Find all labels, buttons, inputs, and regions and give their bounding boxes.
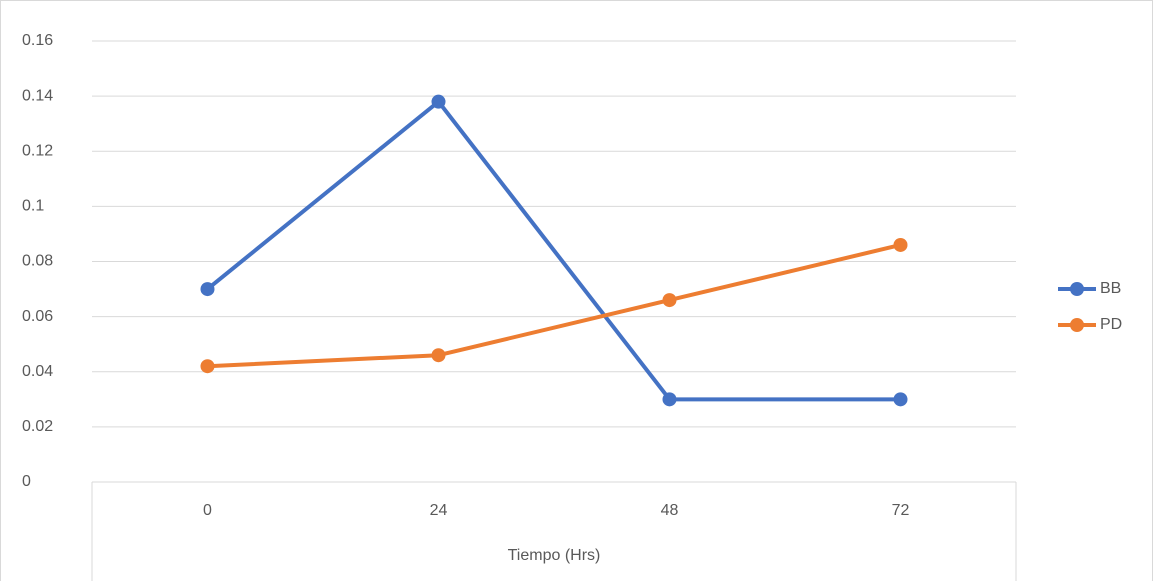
point [200, 282, 215, 297]
y-tick-label: 0.06 [22, 308, 53, 325]
point [662, 293, 677, 308]
x-axis-label: Tiempo (Hrs) [508, 547, 601, 564]
x-tick-label: 48 [661, 502, 679, 519]
legend-label: PD [1100, 316, 1122, 333]
point [893, 237, 908, 252]
y-tick-label: 0 [22, 473, 31, 490]
series-line [206, 99, 901, 402]
legend-marker [1070, 318, 1084, 332]
y-tick-label: 0.02 [22, 418, 53, 435]
point [200, 359, 215, 374]
legend-label: BB [1100, 280, 1121, 297]
series-line [207, 243, 901, 369]
y-tick-label: 0.04 [22, 363, 53, 380]
legend-marker [1070, 282, 1084, 296]
x-tick-label: 0 [203, 502, 212, 519]
y-tick-label: 0.12 [22, 142, 53, 159]
y-tick-label: 0.16 [22, 32, 53, 49]
x-tick-label: 24 [430, 502, 448, 519]
x-tick-label: 72 [892, 502, 910, 519]
y-tick-label: 0.1 [22, 198, 44, 215]
point [893, 392, 908, 407]
point [431, 94, 446, 109]
y-tick-label: 0.08 [22, 253, 53, 270]
y-tick-label: 0.14 [22, 87, 53, 104]
point [431, 348, 446, 363]
point [662, 392, 677, 407]
